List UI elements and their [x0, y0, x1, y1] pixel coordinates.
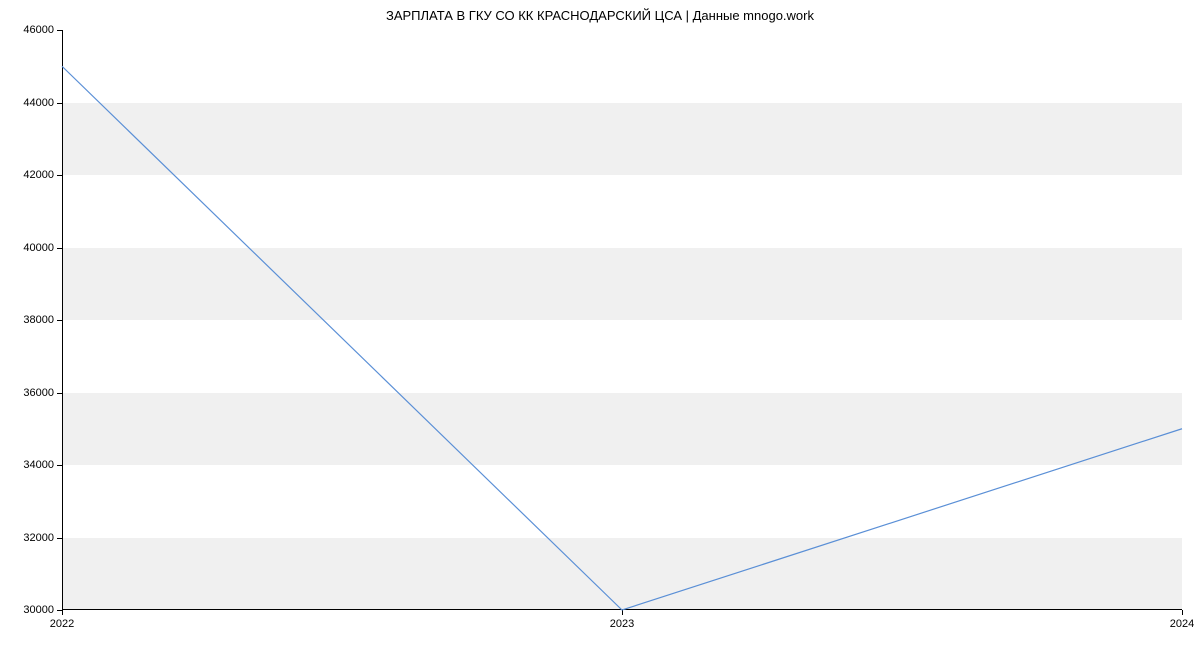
x-tick-label: 2022 [50, 618, 74, 630]
x-tick-label: 2023 [610, 618, 634, 630]
y-tick-label: 36000 [23, 387, 54, 399]
x-tick-label: 2024 [1170, 618, 1194, 630]
y-tick-label: 34000 [23, 459, 54, 471]
x-tick-mark [62, 610, 63, 615]
x-tick-mark [622, 610, 623, 615]
y-tick-label: 38000 [23, 314, 54, 326]
salary-line-chart: ЗАРПЛАТА В ГКУ СО КК КРАСНОДАРСКИЙ ЦСА |… [0, 0, 1200, 650]
y-tick-label: 44000 [23, 97, 54, 109]
chart-title: ЗАРПЛАТА В ГКУ СО КК КРАСНОДАРСКИЙ ЦСА |… [0, 8, 1200, 23]
plot-area: 3000032000340003600038000400004200044000… [62, 30, 1182, 610]
y-tick-label: 40000 [23, 242, 54, 254]
y-tick-label: 46000 [23, 24, 54, 36]
y-tick-label: 30000 [23, 604, 54, 616]
y-tick-label: 42000 [23, 169, 54, 181]
series-salary [62, 66, 1182, 610]
y-tick-label: 32000 [23, 532, 54, 544]
line-series-layer [62, 30, 1182, 610]
x-tick-mark [1182, 610, 1183, 615]
